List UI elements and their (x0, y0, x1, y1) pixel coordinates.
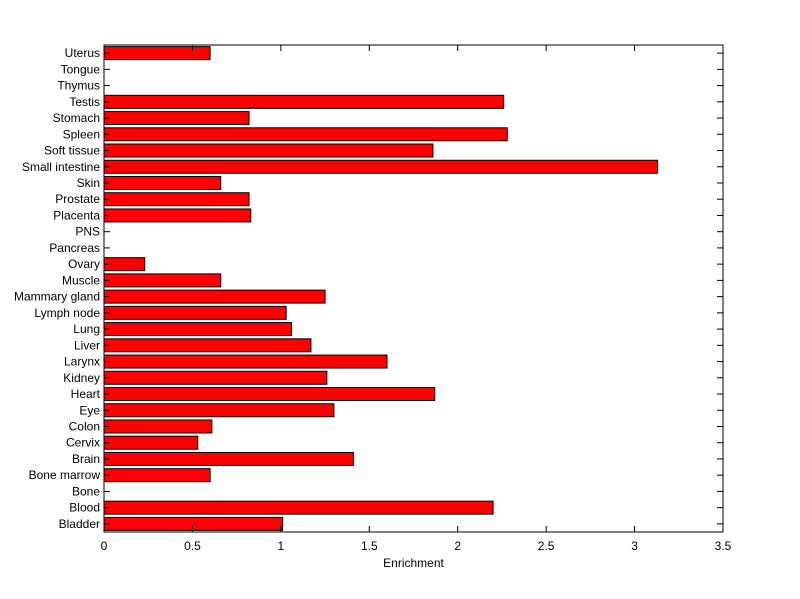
category-label: Bladder (59, 517, 100, 531)
bar-testis (103, 94, 505, 109)
bar-eye (103, 403, 335, 418)
category-label: Muscle (62, 273, 100, 287)
bar-muscle (103, 273, 222, 288)
category-label: Liver (74, 338, 100, 352)
category-label: Ovary (68, 257, 100, 271)
category-label: Pancreas (49, 241, 100, 255)
bar-heart (103, 387, 436, 402)
x-tick-label: 1.5 (361, 539, 378, 553)
bar-placenta (103, 208, 252, 223)
bar-skin (103, 175, 222, 190)
bar-liver (103, 338, 312, 353)
bar-spleen (103, 127, 508, 142)
category-label: Lymph node (34, 306, 100, 320)
category-label: Heart (71, 387, 101, 401)
x-axis-title: Enrichment (383, 556, 444, 570)
bar-prostate (103, 192, 250, 207)
x-tick-label: 2.5 (538, 539, 555, 553)
category-label: Stomach (53, 111, 100, 125)
bar-bone-marrow (103, 468, 211, 483)
bar-kidney (103, 370, 328, 385)
bar-brain (103, 451, 354, 466)
x-tick-label: 2 (454, 539, 461, 553)
category-label: Blood (69, 501, 100, 515)
x-tick-label: 0 (101, 539, 108, 553)
category-label: Uterus (65, 46, 100, 60)
category-label: Skin (77, 176, 100, 190)
category-label: Thymus (57, 79, 100, 93)
bar-bladder (103, 516, 284, 531)
category-label: Small intestine (22, 160, 100, 174)
category-label: Tongue (61, 62, 101, 76)
plot-frame (103, 44, 724, 533)
category-label: Soft tissue (44, 144, 100, 158)
bar-cervix (103, 435, 199, 450)
bar-colon (103, 419, 213, 434)
category-label: Larynx (64, 355, 100, 369)
category-label: Bone (72, 484, 100, 498)
bar-soft-tissue (103, 143, 434, 158)
bars-layer (103, 46, 659, 531)
bar-larynx (103, 354, 388, 369)
x-tick-label: 3.5 (715, 539, 732, 553)
bar-lymph-node (103, 305, 287, 320)
category-label: Mammary gland (14, 290, 100, 304)
category-label: Colon (69, 419, 100, 433)
category-label: Brain (72, 452, 100, 466)
ticks-layer (103, 45, 724, 532)
category-labels-layer: Bladder Blood Bone Bone marrow Brain Cervix Co… (14, 46, 101, 531)
category-label: Testis (69, 95, 100, 109)
x-tick-labels-layer: 0 0.5 1 1.5 2 2.5 3 3.5 (101, 539, 732, 553)
bar-mammary-gland (103, 289, 326, 304)
x-tick-label: 0.5 (184, 539, 201, 553)
x-tick-label: 3 (631, 539, 638, 553)
category-label: Eye (79, 403, 100, 417)
bar-blood (103, 500, 494, 515)
category-label: Kidney (63, 371, 100, 385)
bar-lung (103, 322, 292, 337)
bar-uterus (103, 46, 211, 61)
category-label: Placenta (53, 208, 100, 222)
category-label: Prostate (55, 192, 100, 206)
bar-small-intestine (103, 159, 659, 174)
category-label: Lung (73, 322, 100, 336)
bar-stomach (103, 111, 250, 126)
x-tick-label: 1 (278, 539, 285, 553)
bar-ovary (103, 257, 146, 272)
category-label: Spleen (63, 127, 100, 141)
category-label: Bone marrow (29, 468, 101, 482)
category-label: PNS (75, 225, 100, 239)
category-label: Cervix (66, 436, 100, 450)
